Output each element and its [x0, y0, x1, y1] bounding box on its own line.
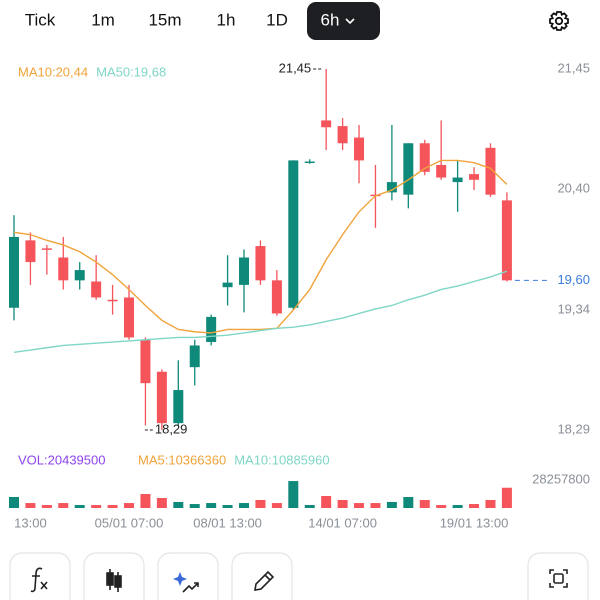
- candle-body: [156, 371, 167, 424]
- candle-body: [485, 147, 496, 195]
- y-tick-label: 20,40: [557, 180, 590, 195]
- volume-bar: [189, 504, 200, 508]
- volume-bar: [354, 503, 365, 508]
- volume-ma-legend: MA5:10366360: [138, 452, 226, 467]
- volume-bar: [288, 481, 299, 508]
- volume-bar: [74, 505, 85, 508]
- volume-bar: [173, 501, 184, 508]
- moving-average-line: [13, 159, 508, 334]
- volume-bar: [452, 505, 463, 508]
- volume-bar: [239, 503, 250, 508]
- candle-body: [403, 143, 414, 195]
- tab-label[interactable]: 6h: [321, 10, 340, 29]
- y-tick-label: 21,45: [557, 60, 590, 75]
- volume-bar: [107, 505, 118, 508]
- low-label: 18,29: [155, 421, 188, 436]
- candle-body: [206, 316, 217, 343]
- draw-button[interactable]: [231, 552, 293, 600]
- dropdown-chevron: [345, 18, 355, 25]
- candle-body: [436, 164, 447, 178]
- settings-button[interactable]: [549, 11, 569, 31]
- candle-body: [304, 161, 315, 164]
- candle-body: [25, 240, 36, 263]
- volume-bar: [403, 497, 414, 508]
- last-price-label: 19,60: [557, 272, 590, 287]
- x-tick-label: 19/01 13:00: [440, 515, 509, 530]
- tab-label[interactable]: 1m: [91, 10, 115, 29]
- candle-body: [107, 299, 118, 302]
- candle-body: [469, 174, 480, 180]
- volume-bar: [271, 503, 282, 508]
- selected-tab-pill[interactable]: [307, 2, 380, 40]
- candle-body: [501, 200, 512, 281]
- candle-body: [91, 281, 102, 298]
- volume-legend: VOL:20439500: [18, 452, 105, 467]
- candle-body: [419, 143, 430, 172]
- volume-bar: [370, 503, 381, 508]
- candle-body: [271, 280, 282, 314]
- candle-body: [189, 345, 200, 368]
- candle-body: [255, 246, 266, 281]
- chart-type-button[interactable]: [83, 552, 145, 600]
- tab-label[interactable]: 1h: [217, 10, 236, 29]
- volume-bar: [321, 496, 332, 508]
- volume-bar: [25, 503, 36, 508]
- tool-bar: [9, 552, 589, 600]
- screenshot-button[interactable]: [527, 552, 589, 600]
- volume-bar: [140, 494, 151, 508]
- volume-bar: [124, 503, 135, 508]
- x-tick-label: 14/01 07:00: [308, 515, 377, 530]
- volume-bar: [469, 504, 480, 508]
- candle-body: [41, 248, 52, 250]
- candle-body: [74, 270, 85, 281]
- candle-body: [173, 390, 184, 424]
- volume-bar: [222, 505, 233, 508]
- volume-bar: [9, 497, 19, 508]
- x-tick-label: 13:00: [14, 515, 47, 530]
- candle-body: [9, 236, 19, 308]
- legend-entry: MA10:20,44: [18, 64, 88, 79]
- legend-entry: MA50:19,68: [96, 64, 166, 79]
- tab-label[interactable]: 15m: [148, 10, 181, 29]
- candle-body: [222, 282, 233, 288]
- candle-body: [124, 297, 135, 338]
- tab-label[interactable]: 1D: [266, 10, 288, 29]
- volume-bar: [304, 505, 315, 508]
- volume-bar: [436, 505, 447, 508]
- candle-body: [58, 257, 69, 281]
- candle-body: [140, 339, 151, 384]
- volume-bar: [386, 501, 397, 508]
- candle-body: [288, 160, 299, 308]
- volume-bar: [206, 503, 217, 508]
- y-tick-label: 19,34: [557, 301, 590, 316]
- candle-body: [337, 126, 348, 144]
- x-tick-label: 05/01 07:00: [95, 515, 164, 530]
- volume-bar: [41, 505, 52, 508]
- volume-bar: [58, 503, 69, 508]
- volume-tick-label: 28257800: [532, 471, 590, 486]
- volume-ma-legend: MA10:10885960: [234, 452, 329, 467]
- volume-bar: [337, 499, 348, 508]
- high-label: 21,45: [279, 60, 312, 75]
- volume-bar: [255, 499, 266, 508]
- volume-bar: [91, 505, 102, 508]
- candle-body: [452, 177, 463, 183]
- volume-bar: [501, 487, 512, 508]
- volume-bar: [485, 499, 496, 508]
- candle-body: [239, 257, 250, 285]
- candle-body: [354, 137, 365, 161]
- tool-icons: [30, 567, 568, 593]
- moving-average-line: [13, 270, 508, 354]
- candle-body: [386, 182, 397, 193]
- candle-body: [321, 120, 332, 128]
- ai-button[interactable]: [157, 552, 219, 600]
- y-tick-label: 18,29: [557, 421, 590, 436]
- tab-label[interactable]: Tick: [25, 10, 56, 29]
- x-tick-label: 08/01 13:00: [193, 515, 262, 530]
- volume-bar: [156, 497, 167, 508]
- volume-bar: [419, 499, 430, 508]
